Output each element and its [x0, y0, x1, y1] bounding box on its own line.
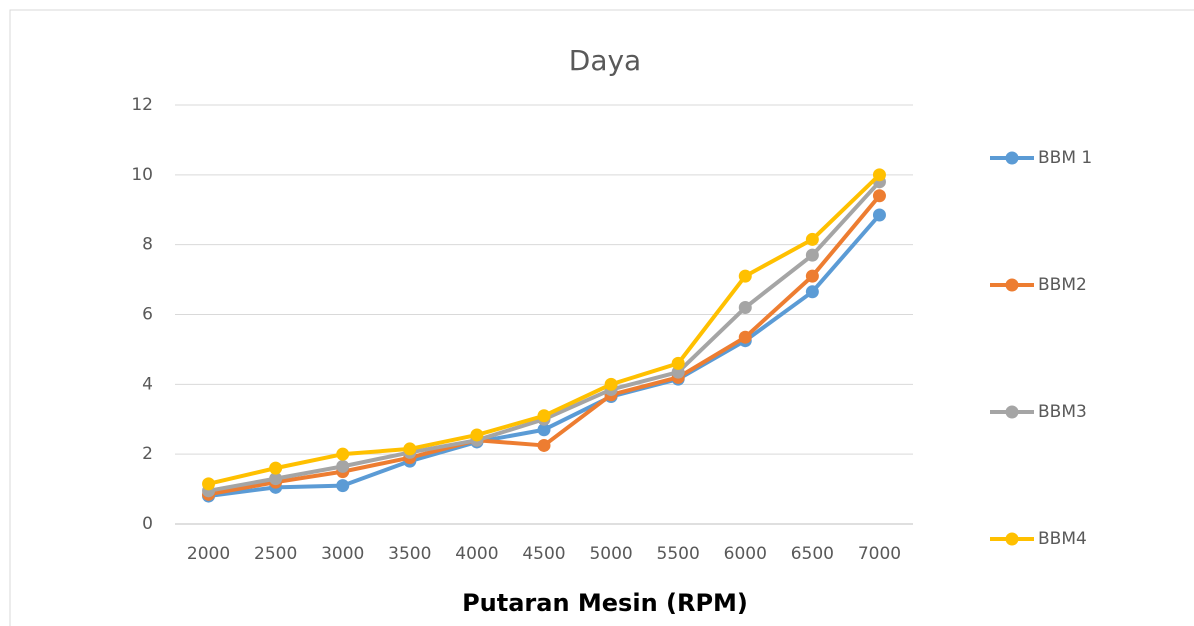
legend-marker	[1005, 532, 1019, 546]
legend-label: BBM3	[1038, 402, 1087, 422]
y-tick-label: 4	[142, 374, 153, 394]
data-point	[671, 356, 685, 370]
data-point	[269, 461, 283, 475]
data-point	[336, 479, 350, 493]
data-point	[537, 409, 551, 423]
data-point	[872, 168, 886, 182]
x-tick-label: 5000	[589, 544, 632, 564]
x-tick-label: 4500	[522, 544, 565, 564]
x-tick-label: 4000	[455, 544, 498, 564]
data-point	[738, 269, 752, 283]
data-point	[805, 232, 819, 246]
y-tick-label: 8	[142, 235, 153, 255]
data-point	[805, 285, 819, 299]
data-point	[604, 377, 618, 391]
data-point	[537, 438, 551, 452]
legend-marker	[1005, 151, 1019, 165]
x-tick-label: 7000	[858, 544, 901, 564]
data-point	[336, 459, 350, 473]
legend-label: BBM 1	[1038, 148, 1092, 168]
legend-label: BBM2	[1038, 275, 1087, 295]
legend-marker	[1005, 278, 1019, 292]
x-tick-label: 6500	[791, 544, 834, 564]
x-tick-label: 2000	[187, 544, 230, 564]
x-tick-label: 6000	[724, 544, 767, 564]
data-point	[470, 428, 484, 442]
data-point	[738, 301, 752, 315]
y-tick-label: 12	[131, 95, 153, 115]
x-tick-label: 3000	[321, 544, 364, 564]
data-point	[336, 447, 350, 461]
data-point	[738, 330, 752, 344]
x-tick-label: 5500	[657, 544, 700, 564]
chart-frame	[9, 9, 1194, 626]
data-point	[202, 477, 216, 491]
data-point	[403, 442, 417, 456]
data-point	[805, 269, 819, 283]
data-point	[872, 208, 886, 222]
data-point	[269, 472, 283, 486]
data-point	[537, 423, 551, 437]
chart-title: Daya	[569, 44, 641, 77]
x-tick-label: 2500	[254, 544, 297, 564]
x-tick-label: 3500	[388, 544, 431, 564]
y-tick-label: 6	[142, 305, 153, 325]
y-tick-label: 2	[142, 444, 153, 464]
x-axis-title: Putaran Mesin (RPM)	[462, 589, 748, 617]
y-tick-label: 10	[131, 165, 153, 185]
y-tick-label: 0	[142, 514, 153, 534]
data-point	[805, 248, 819, 262]
legend-marker	[1005, 405, 1019, 419]
legend-label: BBM4	[1038, 529, 1087, 549]
data-point	[872, 189, 886, 203]
